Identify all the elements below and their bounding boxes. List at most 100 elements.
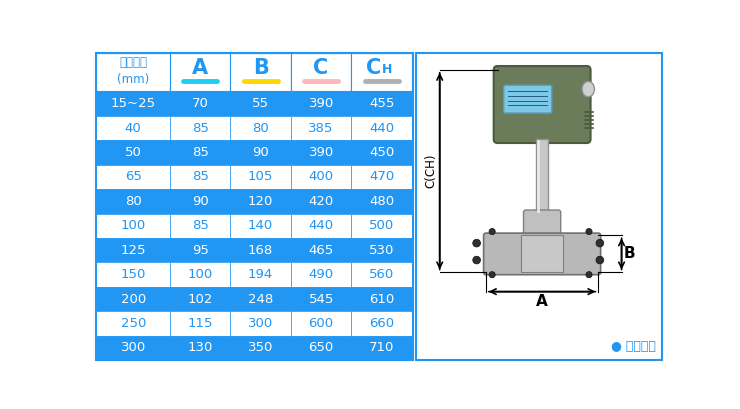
Bar [291, 311, 351, 336]
Text: 15~25: 15~25 [110, 97, 155, 110]
Text: 102: 102 [187, 292, 213, 306]
Bar [170, 189, 230, 213]
Text: 140: 140 [248, 219, 273, 232]
Text: 80: 80 [125, 195, 141, 208]
Ellipse shape [582, 81, 594, 97]
Bar [96, 92, 170, 116]
Text: 500: 500 [369, 219, 394, 232]
Text: 450: 450 [369, 146, 394, 159]
Bar [291, 213, 351, 238]
Bar [291, 336, 351, 360]
Bar [230, 263, 291, 287]
Bar [536, 139, 548, 212]
Circle shape [473, 256, 480, 264]
Circle shape [586, 229, 592, 235]
Bar [96, 140, 170, 165]
Text: 710: 710 [369, 342, 394, 355]
Bar [170, 92, 230, 116]
Text: 650: 650 [309, 342, 334, 355]
Text: 85: 85 [192, 219, 209, 232]
Text: 420: 420 [309, 195, 334, 208]
Text: B: B [253, 58, 269, 78]
Text: 50: 50 [125, 146, 141, 159]
Text: C: C [314, 58, 329, 78]
Text: 300: 300 [121, 342, 146, 355]
Text: 65: 65 [125, 171, 141, 183]
FancyBboxPatch shape [494, 66, 591, 143]
Text: A: A [536, 294, 548, 309]
Text: 660: 660 [369, 317, 394, 330]
Bar [352, 287, 411, 311]
Text: 248: 248 [248, 292, 273, 306]
Text: 465: 465 [309, 244, 334, 257]
Bar [230, 53, 291, 92]
Text: C: C [366, 58, 381, 78]
Text: 80: 80 [252, 121, 269, 135]
Text: A: A [192, 58, 208, 78]
Text: 150: 150 [121, 268, 146, 281]
Text: 100: 100 [121, 219, 146, 232]
Text: 390: 390 [309, 97, 334, 110]
Bar [291, 287, 351, 311]
Text: ● 常规仪表: ● 常规仪表 [611, 340, 656, 353]
Bar [291, 92, 351, 116]
Bar [96, 287, 170, 311]
Bar [96, 116, 170, 140]
Bar [96, 263, 170, 287]
Text: 85: 85 [192, 146, 209, 159]
Text: B: B [624, 246, 635, 261]
Circle shape [596, 239, 604, 247]
Bar [291, 238, 351, 263]
Text: 490: 490 [309, 268, 334, 281]
Text: 470: 470 [369, 171, 394, 183]
Text: H: H [383, 63, 393, 76]
Bar [96, 189, 170, 213]
Bar [96, 53, 413, 360]
Bar [230, 238, 291, 263]
Bar [170, 238, 230, 263]
Text: 440: 440 [309, 219, 334, 232]
Bar [230, 189, 291, 213]
Text: 455: 455 [369, 97, 394, 110]
Text: 70: 70 [192, 97, 209, 110]
Bar [96, 238, 170, 263]
Text: 105: 105 [248, 171, 273, 183]
Bar [352, 238, 411, 263]
Circle shape [473, 239, 480, 247]
Text: 95: 95 [192, 244, 209, 257]
Bar [170, 53, 230, 92]
Text: 560: 560 [369, 268, 394, 281]
Bar [352, 263, 411, 287]
Text: 350: 350 [248, 342, 273, 355]
Text: 90: 90 [192, 195, 209, 208]
Bar [352, 53, 411, 92]
Bar [352, 311, 411, 336]
Bar [230, 311, 291, 336]
Bar [96, 213, 170, 238]
Text: 480: 480 [369, 195, 394, 208]
Bar [230, 213, 291, 238]
Bar [230, 336, 291, 360]
Bar [170, 287, 230, 311]
Bar [291, 53, 351, 92]
Text: 400: 400 [309, 171, 334, 183]
Text: 440: 440 [369, 121, 394, 135]
FancyBboxPatch shape [504, 85, 552, 113]
Bar [170, 140, 230, 165]
Bar [170, 213, 230, 238]
Bar [352, 116, 411, 140]
Bar [230, 116, 291, 140]
Bar [417, 53, 662, 360]
Bar [230, 140, 291, 165]
FancyBboxPatch shape [523, 210, 561, 238]
Text: 90: 90 [252, 146, 269, 159]
Bar [230, 287, 291, 311]
Text: 130: 130 [187, 342, 213, 355]
Circle shape [596, 256, 604, 264]
Text: 85: 85 [192, 171, 209, 183]
Bar [352, 213, 411, 238]
Bar [521, 236, 563, 272]
Text: 600: 600 [309, 317, 334, 330]
FancyBboxPatch shape [484, 233, 601, 275]
Bar [170, 336, 230, 360]
